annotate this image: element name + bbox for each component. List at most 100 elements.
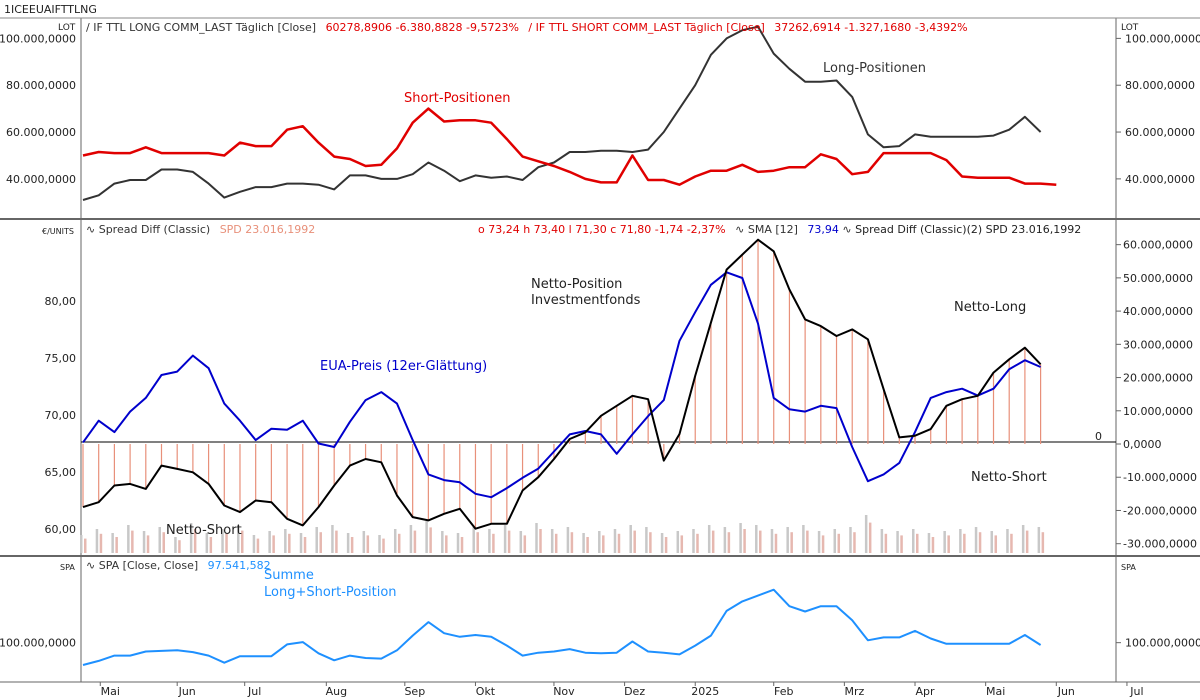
legend-sma-name[interactable]: SMA [12] [747, 223, 798, 236]
spa-sum-line [82, 588, 1042, 666]
annotation-netto-short-left: Netto-Short [166, 523, 242, 538]
y-right-tick-label: -20.000,0000 [1123, 504, 1197, 517]
eua-price-sma-line [82, 271, 1041, 499]
annotation-netto-position: Netto-Position Investmentfonds [531, 277, 641, 308]
legend-short-name[interactable]: IF TTL SHORT COMM_LAST Täglich [Close] [535, 21, 765, 34]
long-positions-line [82, 25, 1042, 201]
volume-bar [821, 535, 825, 553]
net-position-bar [145, 444, 147, 489]
net-position-bar [443, 444, 445, 514]
volume-bar [566, 527, 570, 553]
x-tick-label: Jul [1129, 685, 1143, 698]
net-position-bar [600, 415, 602, 445]
volume-bar [393, 529, 397, 553]
volume-bar [990, 531, 994, 553]
volume-bar [519, 531, 523, 553]
volume-bar [142, 531, 146, 553]
volume-bar [80, 535, 83, 553]
net-position-bar [1008, 359, 1010, 445]
volume-bar [943, 531, 946, 553]
legend-spread2-name[interactable]: Spread Diff (Classic)(2) SPD 23.016,1992 [855, 223, 1082, 236]
net-position-bar [694, 375, 696, 445]
volume-bar [554, 533, 558, 553]
panel3-legend: ∿ SPA [Close, Close] 97.541,582 [86, 559, 271, 572]
volume-bar [350, 537, 354, 553]
symbol-label: 1ICEEUAIFTTLNG [4, 3, 97, 16]
y-right-tick-label: 20.000,0000 [1123, 372, 1193, 385]
volume-bar [676, 531, 680, 553]
volume-bar [645, 527, 648, 553]
y-right-tick-label: 40.000,0000 [1123, 305, 1193, 318]
volume-bar [193, 529, 197, 553]
x-tick-label: Mrz [844, 685, 864, 698]
x-tick-label: Mai [986, 685, 1005, 698]
volume-bar [1041, 532, 1045, 553]
volume-bar [315, 527, 318, 553]
y-right-tick-label: 50.000,0000 [1123, 272, 1193, 285]
volume-bar [853, 532, 856, 553]
legend-spa-value: 97.541,582 [207, 559, 271, 572]
volume-bar [770, 529, 774, 553]
net-position-bar [898, 437, 900, 445]
net-position-bar [239, 444, 241, 513]
y-right-tick-label: -10.000,0000 [1123, 471, 1197, 484]
legend-spa-name[interactable]: SPA [Close, Close] [98, 559, 199, 572]
volume-bar [523, 535, 527, 553]
volume-bar [378, 535, 381, 553]
volume-bar [492, 533, 495, 553]
net-position-bar [835, 336, 838, 445]
volume-bar [774, 533, 778, 553]
net-position-bar [396, 444, 398, 496]
volume-bar [802, 525, 805, 553]
net-position-bar [883, 389, 885, 445]
net-position-bar [569, 439, 571, 445]
net-position-bar [474, 444, 477, 529]
volume-bar [790, 532, 793, 553]
volume-bar [209, 537, 213, 553]
net-position-bar [160, 444, 163, 466]
net-position-bar [773, 251, 775, 445]
y-right-tick-label: -30.000,0000 [1123, 538, 1197, 551]
volume-bar [397, 533, 401, 553]
annotation-summe: Summe Long+Short-Position [264, 568, 397, 600]
volume-bar [743, 529, 746, 553]
volume-bar [1021, 525, 1025, 553]
volume-bar [205, 533, 209, 553]
y-left-tick-label: 80,00 [45, 295, 77, 308]
volume-bar [507, 530, 511, 553]
volume-bar [99, 533, 103, 553]
net-position-bars [82, 239, 1042, 529]
volume-bar [409, 525, 413, 553]
volume-bar [833, 529, 837, 553]
x-tick-label: Feb [774, 685, 793, 698]
net-position-bar [1040, 364, 1042, 445]
panel1-unit-left: LOT [58, 23, 76, 33]
volume-bar [786, 527, 789, 553]
volume-bar [912, 529, 915, 553]
net-position-bar [1024, 347, 1026, 445]
volume-bar [456, 533, 460, 553]
volume-bar [331, 525, 334, 553]
net-position-bar [631, 395, 634, 445]
net-position-bar [113, 444, 115, 486]
volume-bar [660, 533, 664, 553]
volume-bar [723, 527, 727, 553]
volume-bar [613, 529, 617, 553]
y-tick-label-right: 40.000,0000 [1125, 173, 1195, 186]
volume-bar [162, 532, 165, 553]
net-position-bar [647, 399, 649, 445]
volume-bar [864, 515, 868, 553]
volume-bar [539, 529, 542, 553]
x-tick-label: Sep [404, 685, 425, 698]
net-position-bar [757, 239, 759, 445]
volume-bar [927, 533, 931, 553]
volume-bar [931, 537, 935, 553]
legend-spread-name[interactable]: Spread Diff (Classic) [98, 223, 211, 236]
volume-bar [131, 530, 134, 553]
legend-long-name[interactable]: IF TTL LONG COMM_LAST Täglich [Close] [93, 21, 317, 34]
volume-bar [963, 533, 966, 553]
series-lines [82, 25, 1057, 666]
panel1-unit-right: LOT [1121, 23, 1139, 33]
volume-bar [362, 531, 366, 553]
